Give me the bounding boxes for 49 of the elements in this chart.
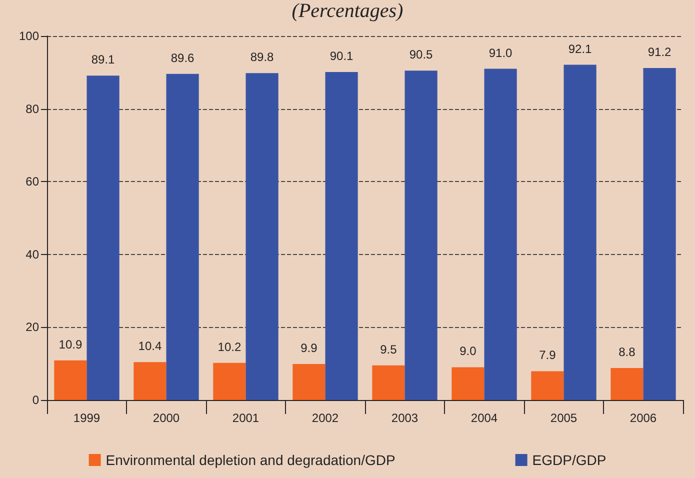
- data-label: 91.0: [488, 46, 513, 60]
- data-label: 10.9: [58, 337, 82, 352]
- bar: [54, 360, 87, 400]
- bar: [484, 68, 517, 400]
- y-tick-label: 60: [26, 174, 40, 189]
- data-label: 10.4: [138, 339, 162, 354]
- y-tick-label: 100: [18, 29, 40, 43]
- bar: [213, 362, 246, 400]
- bar: [246, 73, 278, 400]
- bar: [292, 364, 326, 400]
- data-label: 89.8: [250, 50, 274, 64]
- data-label: 10.2: [218, 340, 242, 354]
- bar: [325, 72, 358, 400]
- x-tick-label: 2002: [312, 411, 339, 425]
- bar: [610, 368, 644, 400]
- x-tick-label: 2003: [391, 411, 418, 425]
- x-tick-label: 2005: [550, 411, 578, 425]
- data-label: 9.0: [460, 344, 477, 358]
- x-tick-label: 2001: [232, 411, 260, 425]
- bar: [643, 68, 676, 400]
- y-tick-label: 40: [26, 247, 40, 262]
- data-label: 90.5: [409, 48, 434, 62]
- y-tick-label: 80: [26, 102, 40, 116]
- x-tick-label: 2006: [630, 411, 657, 425]
- x-tick-label: 1999: [73, 411, 100, 425]
- bar: [134, 362, 166, 400]
- data-label: 7.9: [539, 348, 556, 362]
- bar: [531, 371, 564, 400]
- bar: [564, 64, 596, 400]
- data-label: 90.1: [330, 49, 354, 64]
- bar: [404, 70, 438, 400]
- data-label: 92.1: [568, 42, 592, 56]
- legend-label: EGDP/GDP: [532, 452, 606, 468]
- data-label: 8.8: [618, 344, 636, 359]
- bar: [86, 76, 120, 400]
- data-label: 9.9: [300, 340, 318, 355]
- data-label: 89.1: [91, 52, 116, 67]
- legend-label: Environmental depletion and degradation/GDP: [106, 452, 396, 468]
- chart-title: (Percentages): [292, 0, 404, 22]
- bar: [452, 367, 484, 400]
- data-label: 9.5: [380, 342, 398, 356]
- y-tick-label: 0: [32, 393, 40, 407]
- x-tick-label: 2000: [152, 411, 180, 425]
- bar: [372, 365, 405, 400]
- y-tick-label: 20: [26, 320, 40, 334]
- bar: [166, 74, 199, 400]
- x-tick-label: 2004: [470, 411, 498, 425]
- data-label: 91.2: [648, 45, 672, 60]
- data-label: 89.6: [170, 50, 195, 65]
